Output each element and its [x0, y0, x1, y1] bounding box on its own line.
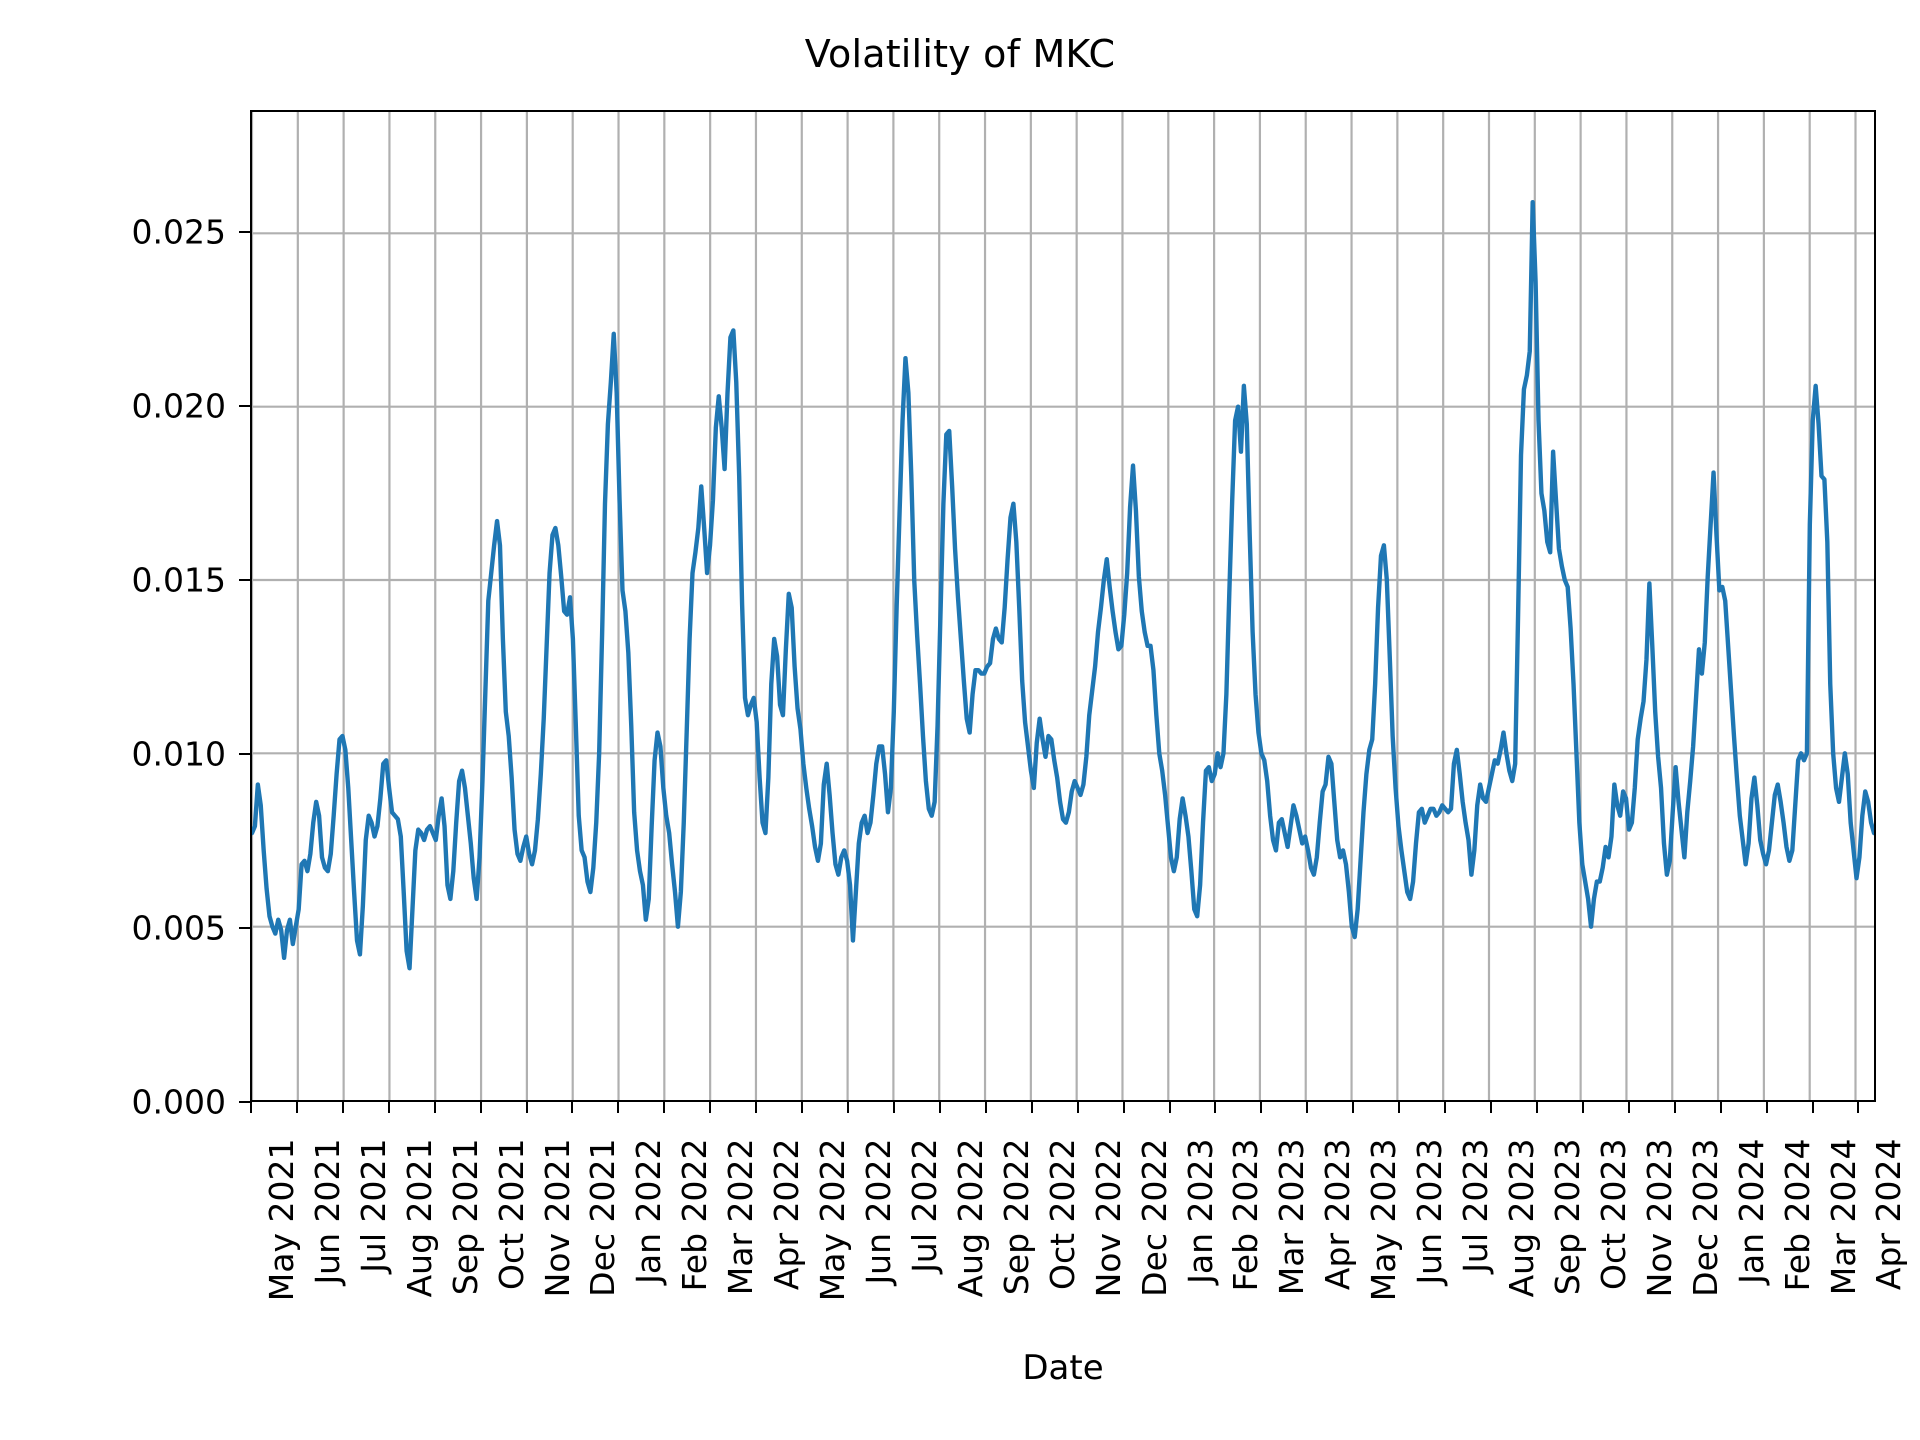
x-tick-mark: [1352, 1102, 1355, 1113]
x-tick-label: May 2021: [262, 1138, 301, 1302]
x-tick-mark: [663, 1102, 666, 1113]
x-tick-label: Nov 2022: [1088, 1138, 1128, 1298]
x-tick-label: Jan 2024: [1731, 1138, 1771, 1284]
x-tick-mark: [250, 1102, 252, 1113]
x-tick-mark: [984, 1102, 987, 1113]
x-tick-label: Apr 2022: [767, 1138, 807, 1291]
x-tick-mark: [525, 1102, 528, 1113]
x-tick-mark: [1581, 1102, 1584, 1113]
x-tick-label: Mar 2024: [1823, 1138, 1863, 1296]
x-tick-mark: [1398, 1102, 1401, 1113]
x-tick-label: Dec 2022: [1134, 1138, 1174, 1297]
x-tick-mark: [1811, 1102, 1814, 1113]
x-tick-mark: [892, 1102, 895, 1113]
data-line-series: [252, 199, 1874, 971]
x-tick-mark: [1627, 1102, 1630, 1113]
x-tick-label: Dec 2023: [1685, 1138, 1725, 1297]
x-tick-label: Jun 2022: [859, 1138, 899, 1285]
x-tick-label: Aug 2021: [399, 1138, 439, 1298]
plot-area: [250, 110, 1876, 1102]
x-tick-label: Apr 2024: [1869, 1138, 1909, 1291]
x-tick-mark: [387, 1102, 390, 1113]
x-tick-mark: [479, 1102, 482, 1113]
y-tick-mark: [239, 926, 250, 929]
y-tick-label: 0.025: [131, 212, 226, 252]
x-tick-mark: [571, 1102, 574, 1113]
x-tick-label: Feb 2024: [1777, 1138, 1817, 1292]
y-tick-mark: [239, 404, 250, 407]
x-tick-label: Feb 2023: [1226, 1138, 1266, 1292]
x-tick-label: Jul 2021: [353, 1138, 393, 1273]
x-tick-label: Dec 2021: [583, 1138, 623, 1297]
x-tick-label: Oct 2021: [491, 1138, 531, 1291]
x-tick-label: Apr 2023: [1318, 1138, 1358, 1291]
x-tick-label: Sep 2023: [1547, 1138, 1587, 1296]
x-tick-mark: [433, 1102, 436, 1113]
y-tick-label: 0.015: [131, 560, 226, 600]
x-tick-label: Feb 2022: [675, 1138, 715, 1292]
y-tick-mark: [239, 752, 250, 755]
y-tick-mark: [239, 1101, 250, 1103]
y-tick-label: 0.020: [131, 386, 226, 426]
x-tick-mark: [801, 1102, 804, 1113]
x-tick-mark: [295, 1102, 298, 1113]
x-tick-mark: [1765, 1102, 1768, 1113]
x-axis-label: Date: [1022, 1348, 1104, 1388]
x-tick-mark: [847, 1102, 850, 1113]
x-tick-label: Sep 2022: [996, 1138, 1036, 1296]
x-tick-label: Oct 2023: [1593, 1138, 1633, 1291]
x-tick-mark: [1030, 1102, 1033, 1113]
x-tick-mark: [938, 1102, 941, 1113]
x-tick-mark: [1857, 1102, 1860, 1113]
x-tick-mark: [341, 1102, 344, 1113]
y-tick-label: 0.000: [131, 1082, 226, 1122]
x-tick-label: Jun 2021: [307, 1138, 347, 1285]
x-tick-mark: [1306, 1102, 1309, 1113]
x-tick-mark: [617, 1102, 620, 1113]
grid-lines: [252, 112, 1874, 1100]
x-tick-mark: [1673, 1102, 1676, 1113]
y-tick-mark: [239, 578, 250, 581]
chart-title: Volatility of MKC: [804, 32, 1116, 76]
x-tick-mark: [755, 1102, 758, 1113]
x-tick-mark: [1168, 1102, 1171, 1113]
x-tick-label: May 2023: [1364, 1138, 1404, 1302]
y-tick-label: 0.005: [131, 908, 226, 948]
y-tick-label: 0.010: [131, 734, 226, 774]
x-tick-mark: [1535, 1102, 1538, 1113]
x-tick-label: Jan 2022: [629, 1138, 669, 1284]
x-tick-mark: [1444, 1102, 1447, 1113]
x-tick-label: Nov 2021: [537, 1138, 577, 1298]
x-tick-mark: [1122, 1102, 1125, 1113]
x-tick-mark: [1076, 1102, 1079, 1113]
x-tick-mark: [1214, 1102, 1217, 1113]
y-tick-mark: [239, 230, 250, 233]
x-tick-label: Aug 2023: [1502, 1138, 1542, 1298]
x-tick-label: Mar 2023: [1272, 1138, 1312, 1296]
x-tick-label: Oct 2022: [1042, 1138, 1082, 1291]
x-tick-label: Jul 2023: [1456, 1138, 1496, 1273]
x-tick-mark: [1719, 1102, 1722, 1113]
x-tick-label: Jul 2022: [904, 1138, 944, 1273]
x-tick-label: Jan 2023: [1180, 1138, 1220, 1284]
x-tick-mark: [1490, 1102, 1493, 1113]
x-tick-label: Mar 2022: [721, 1138, 761, 1296]
x-tick-label: Sep 2021: [445, 1138, 485, 1296]
x-tick-mark: [1260, 1102, 1263, 1113]
x-tick-mark: [709, 1102, 712, 1113]
x-tick-label: Aug 2022: [950, 1138, 990, 1298]
x-tick-label: Nov 2023: [1639, 1138, 1679, 1298]
x-tick-label: May 2022: [813, 1138, 853, 1302]
x-tick-label: Jun 2023: [1410, 1138, 1450, 1285]
